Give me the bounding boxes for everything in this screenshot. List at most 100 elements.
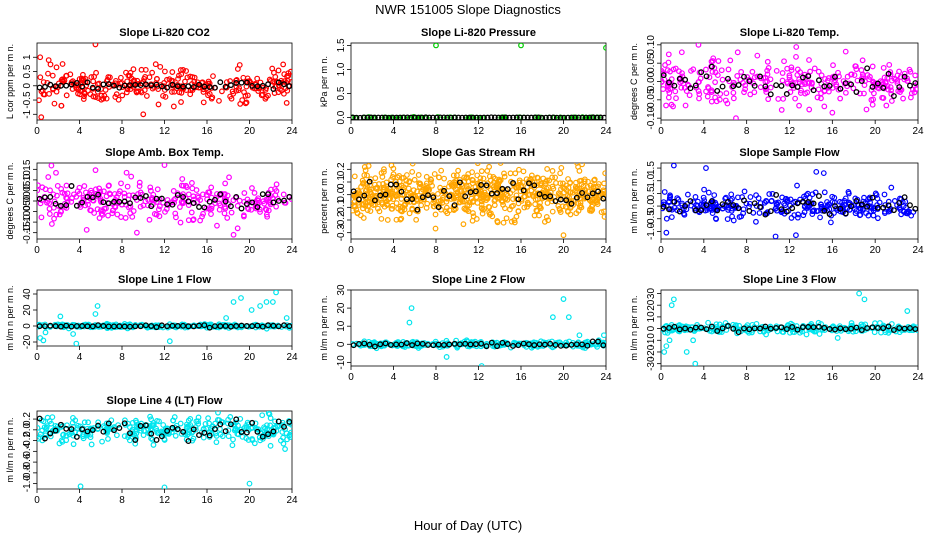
data-point xyxy=(538,205,544,212)
mean-point xyxy=(494,343,501,350)
data-point xyxy=(679,70,685,77)
data-point xyxy=(406,210,413,217)
data-point xyxy=(411,176,418,183)
mean-point xyxy=(671,198,678,205)
mean-point xyxy=(121,82,128,89)
mean-point xyxy=(478,340,485,347)
data-point xyxy=(845,189,852,195)
mean-point xyxy=(535,114,542,120)
mean-point xyxy=(190,83,197,90)
data-point xyxy=(678,84,685,91)
mean-point xyxy=(254,322,261,329)
data-point xyxy=(724,216,731,222)
data-point xyxy=(578,181,585,188)
data-point xyxy=(668,101,675,108)
data-point xyxy=(496,177,503,184)
data-point xyxy=(778,106,785,113)
data-point xyxy=(556,205,563,212)
data-point xyxy=(798,87,805,94)
mean-point xyxy=(472,188,479,195)
data-point xyxy=(170,417,177,424)
mean-point xyxy=(510,114,517,120)
data-point xyxy=(216,206,223,213)
mean-point xyxy=(687,198,694,205)
y-tick-label: 20 xyxy=(22,304,33,316)
mean-point xyxy=(169,81,176,88)
panel-title: Slope Li-820 Pressure xyxy=(421,27,536,39)
mean-point xyxy=(79,199,86,206)
data-point xyxy=(281,78,288,85)
x-tick-label: 12 xyxy=(473,126,485,137)
data-point xyxy=(45,174,52,180)
mean-point xyxy=(778,82,785,89)
x-tick-label: 12 xyxy=(784,372,796,383)
data-point xyxy=(393,200,400,207)
data-point xyxy=(764,78,771,85)
outlier-point xyxy=(692,360,699,366)
data-point xyxy=(374,205,381,212)
mean-point xyxy=(206,432,213,439)
mean-point xyxy=(708,198,715,205)
data-point xyxy=(900,95,906,102)
data-point xyxy=(141,87,148,93)
outlier-point xyxy=(238,295,244,301)
y-tick-label: 0 xyxy=(22,323,33,329)
outlier-point xyxy=(92,43,99,48)
data-point xyxy=(891,75,898,82)
mean-point xyxy=(422,114,429,120)
data-point xyxy=(105,435,111,442)
outlier-point xyxy=(161,484,168,489)
mean-point xyxy=(185,198,192,205)
mean-point xyxy=(600,195,606,202)
data-point xyxy=(712,94,719,101)
mean-point xyxy=(79,426,86,433)
data-point xyxy=(268,323,274,330)
data-point xyxy=(753,192,759,199)
data-point xyxy=(476,192,483,198)
mean-point xyxy=(724,323,731,329)
data-point xyxy=(682,102,689,109)
mean-point xyxy=(366,341,373,348)
x-tick-label: 20 xyxy=(870,372,882,383)
data-point xyxy=(406,178,413,185)
data-point xyxy=(169,69,176,75)
outlier-point xyxy=(230,299,237,305)
data-point xyxy=(242,100,249,107)
data-point xyxy=(474,163,481,167)
x-tick-label: 4 xyxy=(391,245,397,256)
data-point xyxy=(742,82,749,89)
mean-point xyxy=(589,190,596,197)
data-point xyxy=(150,442,157,448)
data-point xyxy=(429,182,435,189)
mean-point xyxy=(174,426,181,432)
y-tick-label: -0.15 xyxy=(22,221,33,244)
outlier-point xyxy=(603,44,606,51)
mean-point xyxy=(692,207,699,214)
outlier-point xyxy=(133,229,140,236)
mean-point xyxy=(377,192,384,199)
mean-point xyxy=(440,114,447,120)
mean-point xyxy=(127,200,133,207)
x-tick-label: 20 xyxy=(870,126,882,137)
data-point xyxy=(262,95,269,102)
mean-point xyxy=(561,114,568,120)
data-point xyxy=(81,93,87,100)
data-point xyxy=(815,86,822,93)
data-point xyxy=(148,416,154,423)
data-point xyxy=(271,425,278,432)
y-tick-label: 30 xyxy=(646,288,657,300)
data-point xyxy=(423,180,430,187)
data-point xyxy=(96,215,103,221)
data-point xyxy=(87,434,94,441)
data-point xyxy=(215,411,221,416)
mean-point xyxy=(68,323,75,330)
data-point xyxy=(389,202,396,209)
data-point xyxy=(273,188,280,194)
data-point xyxy=(872,320,878,327)
outlier-point xyxy=(813,168,820,175)
data-point xyxy=(124,78,131,85)
data-point xyxy=(761,199,768,206)
data-point xyxy=(549,168,556,174)
mean-point xyxy=(531,182,538,189)
data-point xyxy=(871,205,878,212)
